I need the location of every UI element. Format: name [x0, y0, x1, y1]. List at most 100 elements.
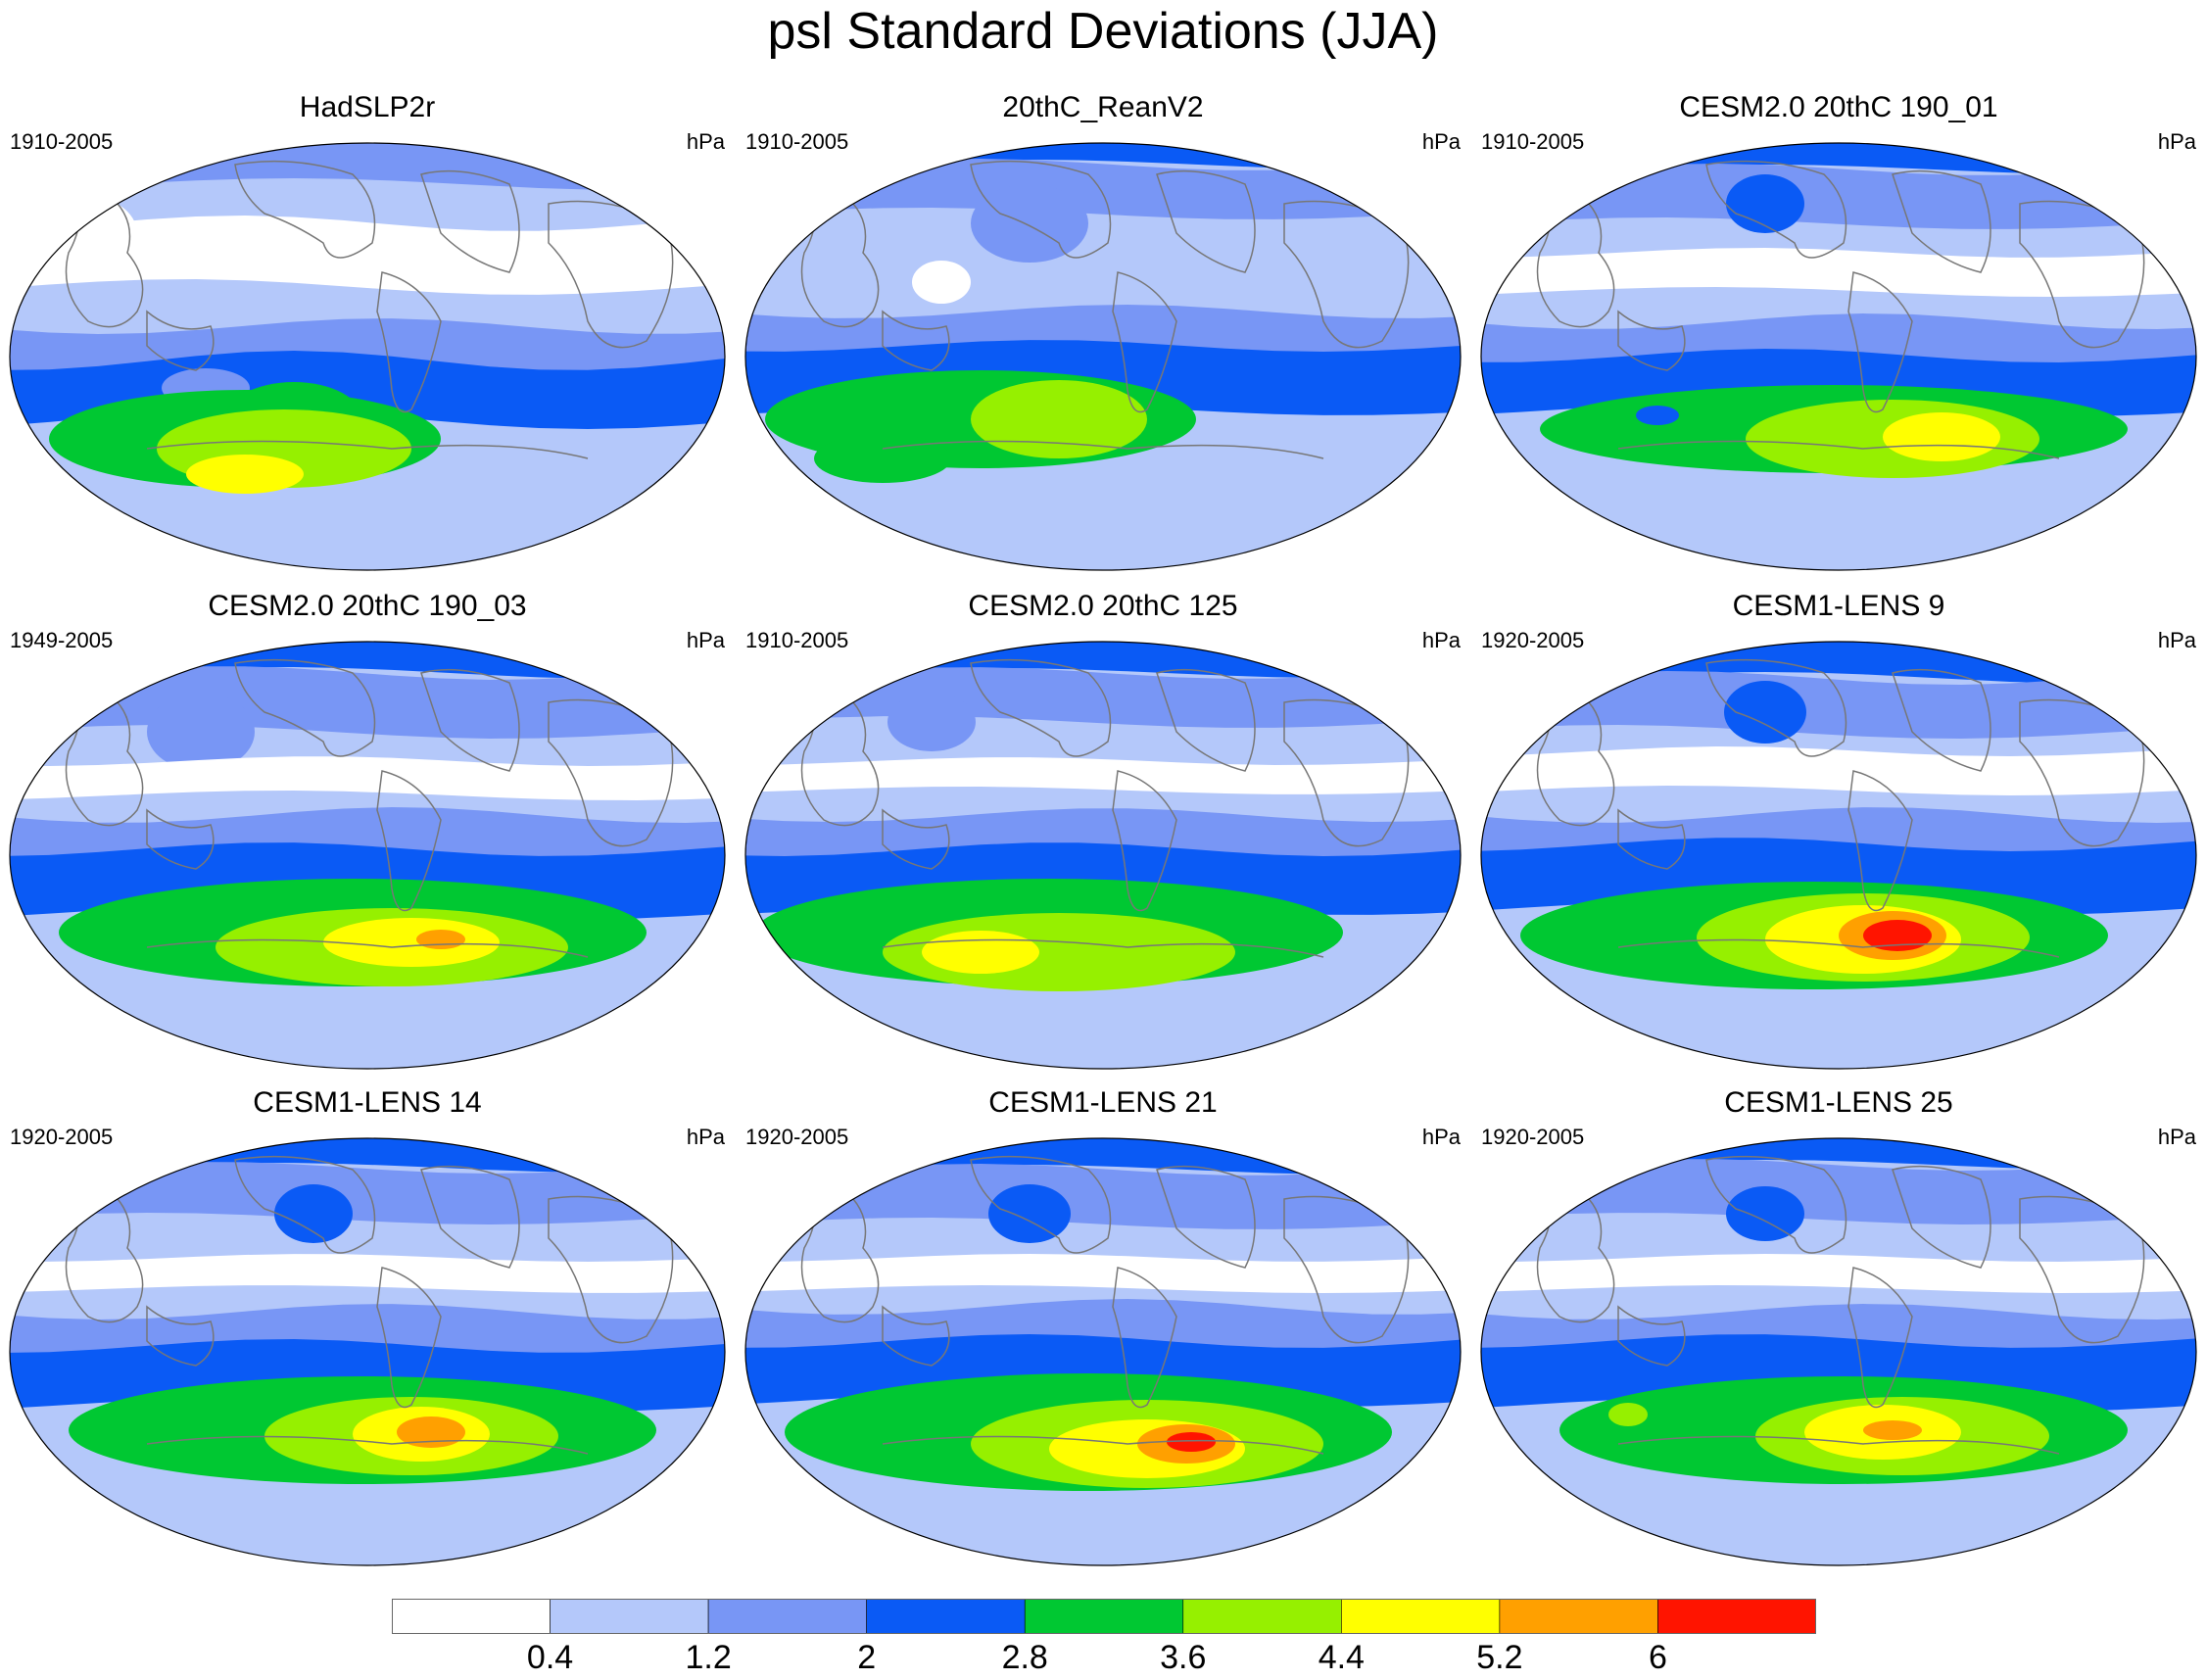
panel-title: HadSLP2r	[299, 91, 436, 123]
coastline	[1156, 169, 1256, 273]
coastline	[1617, 938, 2060, 958]
red-core	[1863, 920, 1932, 951]
panel-period: 1910-2005	[745, 628, 849, 652]
colorbar	[392, 1599, 1816, 1634]
coastline	[1536, 681, 1615, 827]
coastline	[970, 1155, 1112, 1254]
panel-cesm1-lens-21: CESM1-LENS 21 1920-2005 hPa	[736, 1085, 1470, 1575]
coastlines	[65, 160, 674, 459]
tropical-white-band	[10, 1254, 725, 1293]
colorbar-swatch	[707, 1599, 867, 1634]
coastline	[1112, 1267, 1177, 1409]
coastline	[65, 1177, 144, 1323]
panel-title: CESM1-LENS 9	[1732, 590, 1945, 622]
panel-period: 1949-2005	[10, 628, 114, 652]
coastlines	[65, 658, 674, 958]
medblue-lobe	[887, 693, 976, 751]
coastline	[1536, 1177, 1615, 1323]
colorbar-label: 5.2	[1476, 1639, 1523, 1676]
coastline	[1705, 160, 1847, 259]
coastline	[882, 1435, 1324, 1455]
coastline	[800, 681, 880, 827]
figure-title: psl Standard Deviations (JJA)	[767, 3, 1439, 60]
coastline	[800, 1177, 880, 1323]
map-hadslp2r	[9, 142, 726, 571]
panel-unit: hPa	[1421, 628, 1461, 652]
tropical-white-band	[745, 757, 1461, 794]
map-cesm1-lens-25	[1480, 1137, 2197, 1566]
coastline	[1156, 668, 1256, 772]
blue-lobe	[274, 1184, 353, 1243]
map-border	[9, 142, 726, 571]
panel-unit: hPa	[2157, 1125, 2196, 1149]
coastlines	[800, 160, 1410, 459]
tropical-white-band	[10, 216, 725, 295]
contour-field	[1481, 642, 2196, 1069]
arctic-green-band	[736, 125, 1470, 142]
map-border	[744, 641, 1462, 1070]
coastline	[420, 1165, 520, 1269]
coastline	[146, 808, 215, 870]
panel-title: CESM1-LENS 14	[253, 1086, 482, 1119]
panel-unit: hPa	[686, 1125, 725, 1149]
panel-unit: hPa	[1421, 1125, 1461, 1149]
panel-unit: hPa	[686, 628, 725, 652]
coastline	[1847, 271, 1913, 413]
panel-cesm1-lens-9: CESM1-LENS 9 1920-2005 hPa	[1471, 589, 2206, 1079]
panel-unit: hPa	[2157, 129, 2196, 154]
yellow-patch	[323, 918, 500, 967]
map-cesm1-lens-9	[1480, 641, 2197, 1070]
map-cesm2-125	[744, 641, 1462, 1070]
panel-title: CESM2.0 20thC 125	[968, 590, 1238, 622]
panel-title: 20thC_ReanV2	[1002, 91, 1204, 123]
contour-field	[10, 143, 725, 570]
panel-cesm2-190-01: CESM2.0 20thC 190_01 1910-2005 hPa	[1471, 90, 2206, 580]
coastline	[1617, 808, 1686, 870]
white-patch	[912, 261, 971, 304]
coastline	[1617, 310, 1686, 371]
colorbar-swatch	[1024, 1599, 1184, 1634]
coastline	[1112, 271, 1177, 413]
coastline	[234, 658, 376, 757]
colorbar-label: 0.4	[526, 1639, 574, 1676]
panel-cesm2-190-03: CESM2.0 20thC 190_03 1949-2005 hPa	[0, 589, 735, 1079]
subarctic-band	[745, 1164, 1461, 1229]
blue-patch	[1636, 406, 1679, 425]
colorbar-swatch	[1499, 1599, 1658, 1634]
coastline	[146, 310, 215, 371]
map-border	[9, 1137, 726, 1566]
panel-title: CESM1-LENS 25	[1724, 1086, 1953, 1119]
lime-region	[971, 380, 1147, 458]
map-border	[9, 641, 726, 1070]
coastline	[1156, 1165, 1256, 1269]
coastline	[1705, 658, 1847, 757]
coastline	[1617, 440, 2060, 459]
coastline	[146, 1305, 215, 1367]
colorbar-label: 6	[1648, 1639, 1667, 1676]
map-cesm2-190-01	[1480, 142, 2197, 571]
coastlines	[1536, 1155, 2145, 1455]
panel-20thc-reanv2: 20thC_ReanV2 1910-2005 hPa	[736, 90, 1470, 580]
coastline	[1536, 182, 1615, 328]
panel-period: 1920-2005	[10, 1125, 114, 1149]
coastline	[376, 1267, 442, 1409]
tropical-white-band	[745, 1254, 1461, 1293]
medblue-lobe	[147, 693, 255, 771]
subarctic-band	[10, 1162, 725, 1224]
coastline	[970, 658, 1112, 757]
lime-patch	[1608, 1403, 1648, 1426]
map-cesm1-lens-21	[744, 1137, 1462, 1566]
coastline	[1705, 1155, 1847, 1254]
contour-field	[736, 125, 1470, 570]
contour-field	[745, 642, 1461, 1069]
coastline	[882, 808, 950, 870]
coastline	[1847, 1267, 1913, 1409]
coastlines	[1536, 658, 2145, 958]
coastline	[970, 160, 1112, 259]
panel-unit: hPa	[686, 129, 725, 154]
coastline	[65, 681, 144, 827]
contour-field	[745, 1138, 1461, 1565]
colorbar-swatch	[1341, 1599, 1501, 1634]
colorbar-swatch	[1182, 1599, 1342, 1634]
panel-period: 1910-2005	[1481, 129, 1585, 154]
